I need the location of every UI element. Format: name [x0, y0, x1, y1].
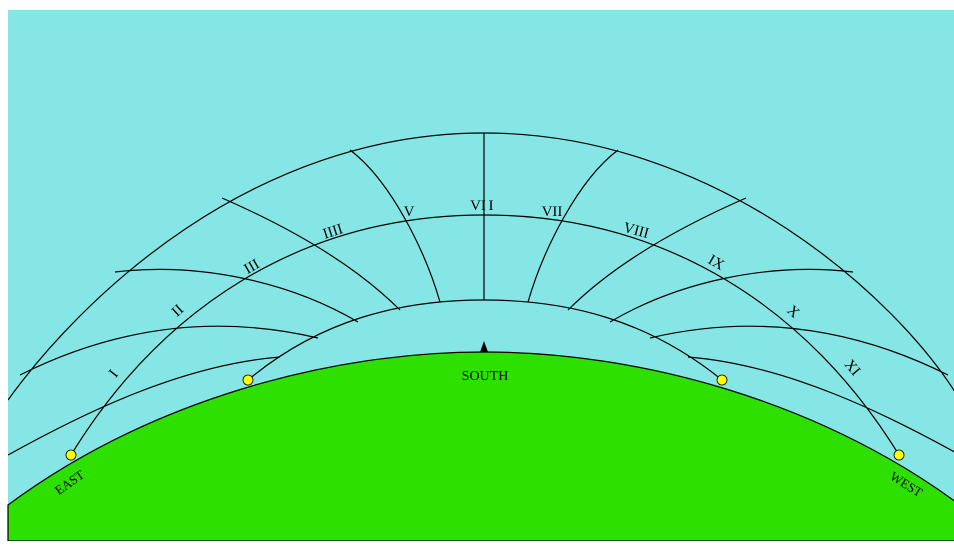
sun-path-lines	[8, 132, 954, 456]
hour-line-10	[349, 149, 441, 303]
sunset-marker-equinox	[893, 449, 905, 461]
hour-line-15	[567, 197, 747, 311]
hour-line-8	[114, 268, 359, 323]
hour-line-9	[221, 197, 401, 311]
hour-line-7	[19, 325, 319, 376]
hour-label-9: VIII	[621, 220, 650, 242]
south-pointer-icon	[480, 341, 488, 352]
sunset-marker-winter	[716, 374, 728, 386]
hour-label-12: XI	[841, 357, 863, 379]
hour-label-6: VI	[470, 198, 486, 214]
hour-line-14	[527, 149, 619, 303]
ground	[7, 351, 954, 542]
sunrise-marker-winter	[242, 374, 254, 386]
hour-label-7: I	[489, 198, 494, 214]
south-label: SOUTH	[462, 369, 509, 384]
hour-line-6	[8, 356, 281, 456]
hour-label-8: VII	[542, 204, 563, 220]
sunrise-marker-equinox	[65, 449, 77, 461]
hour-label-10: IX	[705, 252, 727, 274]
hour-label-5: V	[404, 204, 415, 220]
hour-label-3: III	[242, 256, 263, 277]
hour-line-16	[609, 268, 854, 323]
hour-label-4: IIII	[321, 221, 345, 242]
hour-line-18	[687, 356, 954, 453]
hour-line-17	[649, 325, 949, 376]
